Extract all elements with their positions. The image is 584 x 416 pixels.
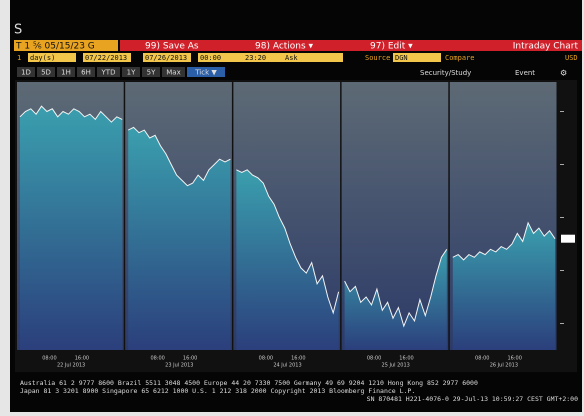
range-button[interactable] <box>37 67 55 77</box>
param[interactable]: 07/26/2013 <box>145 54 187 62</box>
menu-item[interactable]: 99) Save As <box>145 42 199 52</box>
ticker[interactable]: T 1 ⁵⁄₆ 05/15/23 G <box>15 42 95 52</box>
param-field[interactable] <box>83 53 131 62</box>
menu-item[interactable]: 98) Actions ▾ <box>255 42 314 52</box>
time-label: 08:00 <box>475 356 489 362</box>
footer-line: Japan 81 3 3201 8900 Singapore 65 6212 1… <box>20 387 415 395</box>
price-area <box>20 106 123 350</box>
range-button[interactable] <box>122 67 140 77</box>
range-button[interactable] <box>17 67 35 77</box>
range-label[interactable]: 6H <box>81 69 91 77</box>
price-line <box>236 169 340 315</box>
range-button[interactable] <box>77 67 95 77</box>
param[interactable]: 00:00 <box>200 54 221 62</box>
ticker-box[interactable] <box>14 40 118 51</box>
range-label[interactable]: 1D <box>21 69 31 77</box>
range-label[interactable]: YTD <box>101 69 116 77</box>
price-area <box>344 249 447 350</box>
time-label: 08:00 <box>367 356 381 362</box>
menu-bar <box>120 40 582 51</box>
time-label: 16:00 <box>75 356 89 362</box>
param: Source <box>365 54 390 62</box>
time-label: 16:00 <box>291 356 305 362</box>
range-label[interactable]: 1Y <box>127 69 136 77</box>
screen-letter: S <box>14 23 22 38</box>
range-label[interactable]: 5D <box>41 69 51 77</box>
footer-line: SN 870481 H221-4076-0 29-Jul-13 10:59:27… <box>367 395 578 403</box>
time-label: 08:00 <box>42 356 56 362</box>
view-title: Intraday Chart <box>513 42 579 52</box>
param-field[interactable] <box>393 53 441 62</box>
range-label[interactable]: 1H <box>61 69 71 77</box>
param[interactable]: 23:20 <box>245 54 266 62</box>
range-label[interactable]: 5Y <box>147 69 156 77</box>
range-label[interactable]: Max <box>166 69 180 77</box>
range-button[interactable] <box>57 67 75 77</box>
param-field[interactable] <box>243 53 291 62</box>
param: 1 <box>17 54 21 62</box>
settings-icon[interactable]: ⚙ <box>560 69 567 78</box>
time-label: 08:00 <box>150 356 164 362</box>
param-field[interactable] <box>283 53 343 62</box>
price-area <box>128 127 231 351</box>
price-area <box>236 169 339 350</box>
param[interactable]: day(s) <box>30 54 55 62</box>
footer-line: Australia 61 2 9777 8600 Brazil 5511 304… <box>20 379 478 387</box>
param: USD <box>565 54 578 62</box>
date-label: 24 Jul 2013 <box>273 363 301 369</box>
last-price-marker <box>561 234 575 243</box>
param[interactable]: Ask <box>285 54 298 62</box>
time-label: 08:00 <box>259 356 273 362</box>
range-label[interactable]: Tick ▼ <box>194 69 217 77</box>
price-line <box>452 221 556 261</box>
price-line <box>19 105 123 123</box>
range-button[interactable] <box>97 67 120 77</box>
param[interactable]: 07/22/2013 <box>85 54 127 62</box>
time-label: 16:00 <box>183 356 197 362</box>
price-line <box>344 249 448 328</box>
tool[interactable]: Security/Study <box>420 69 471 77</box>
date-label: 22 Jul 2013 <box>57 363 85 369</box>
tool[interactable]: Event <box>515 69 535 77</box>
param[interactable]: DGN <box>395 54 408 62</box>
param-field[interactable] <box>28 53 76 62</box>
menu-item[interactable]: 97) Edit ▾ <box>370 42 413 52</box>
param: Compare <box>445 54 475 62</box>
param-field[interactable] <box>198 53 246 62</box>
price-line <box>127 126 231 187</box>
date-label: 26 Jul 2013 <box>490 363 518 369</box>
time-label: 16:00 <box>508 356 522 362</box>
range-button[interactable] <box>187 67 225 77</box>
date-label: 23 Jul 2013 <box>165 363 193 369</box>
range-button[interactable] <box>142 67 160 77</box>
param-field[interactable] <box>143 53 191 62</box>
range-button[interactable] <box>162 67 185 77</box>
price-area <box>452 222 555 350</box>
date-label: 25 Jul 2013 <box>382 363 410 369</box>
time-label: 16:00 <box>399 356 413 362</box>
